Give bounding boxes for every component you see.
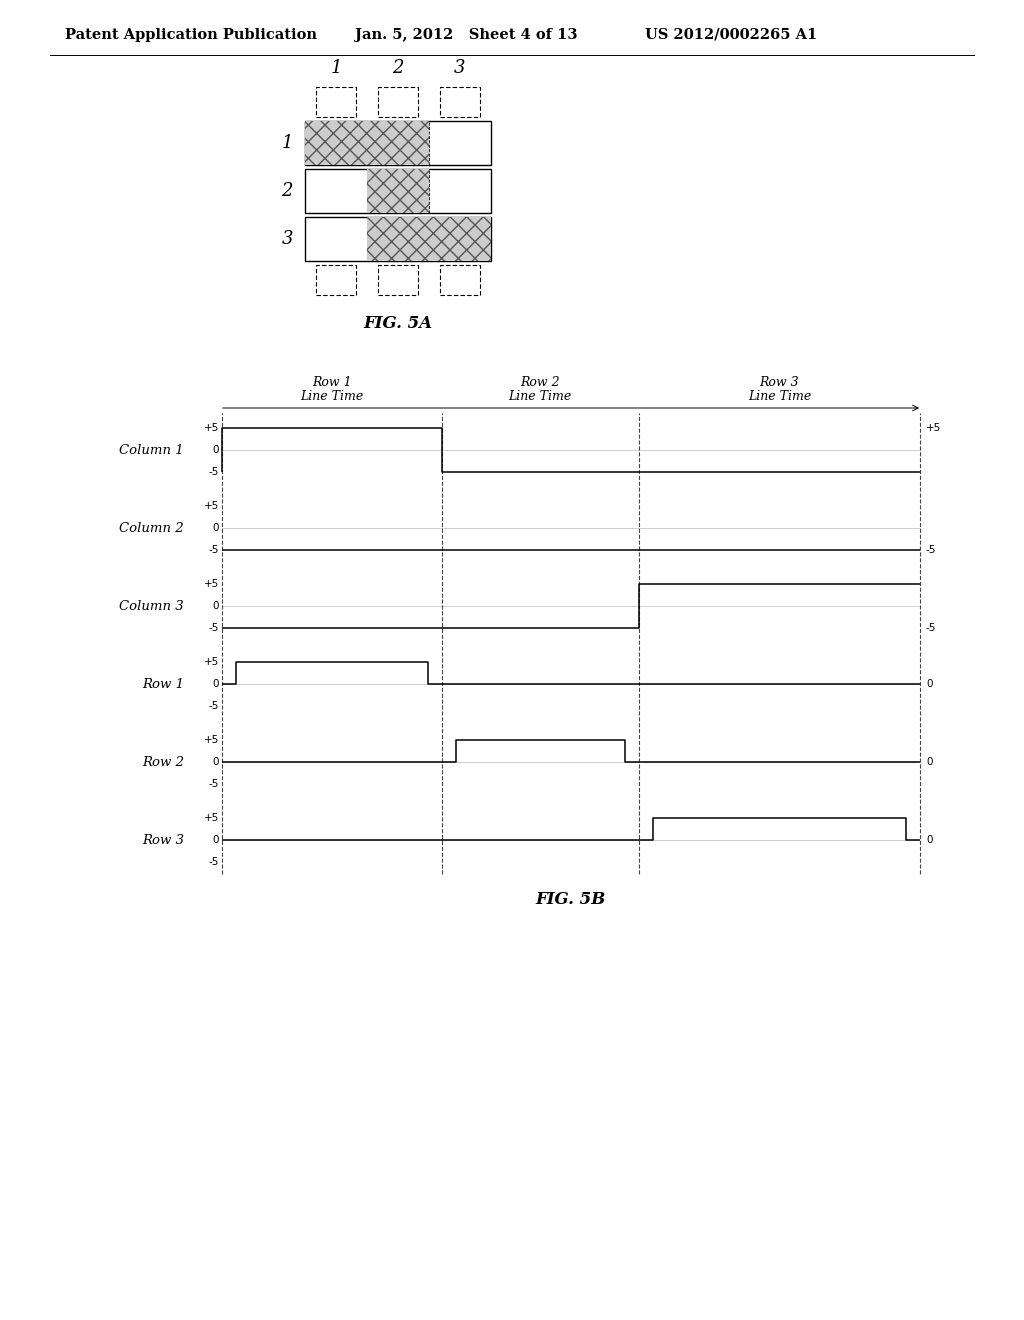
Bar xyxy=(305,216,490,261)
Text: Line Time: Line Time xyxy=(509,391,572,404)
Text: 2: 2 xyxy=(282,182,293,201)
Bar xyxy=(440,87,480,117)
Text: Patent Application Publication: Patent Application Publication xyxy=(65,28,317,42)
Text: 0: 0 xyxy=(213,601,219,611)
Bar xyxy=(440,265,480,294)
Bar xyxy=(305,169,490,213)
Text: +5: +5 xyxy=(204,422,219,433)
Text: 0: 0 xyxy=(926,836,933,845)
Bar xyxy=(429,216,490,261)
Text: 0: 0 xyxy=(213,836,219,845)
Text: -5: -5 xyxy=(209,467,219,477)
Bar xyxy=(367,121,429,165)
Text: +5: +5 xyxy=(204,657,219,667)
Bar xyxy=(378,265,418,294)
Text: 2: 2 xyxy=(392,59,403,77)
Text: US 2012/0002265 A1: US 2012/0002265 A1 xyxy=(645,28,817,42)
Text: Column 3: Column 3 xyxy=(120,599,184,612)
Text: +5: +5 xyxy=(204,502,219,511)
Text: Row 1: Row 1 xyxy=(142,677,184,690)
Text: Row 2: Row 2 xyxy=(142,755,184,768)
Bar xyxy=(305,121,367,165)
Text: -5: -5 xyxy=(926,623,936,634)
Text: -5: -5 xyxy=(209,701,219,711)
Text: -5: -5 xyxy=(209,857,219,867)
Text: -5: -5 xyxy=(209,545,219,554)
Text: 0: 0 xyxy=(926,678,933,689)
Text: 0: 0 xyxy=(213,523,219,533)
Text: +5: +5 xyxy=(204,735,219,744)
Text: 0: 0 xyxy=(213,756,219,767)
Text: 0: 0 xyxy=(926,756,933,767)
Bar xyxy=(367,169,429,213)
Text: 0: 0 xyxy=(213,678,219,689)
Bar xyxy=(378,87,418,117)
Text: +5: +5 xyxy=(204,813,219,822)
Text: -5: -5 xyxy=(209,779,219,789)
Text: +5: +5 xyxy=(926,422,941,433)
Text: -5: -5 xyxy=(926,545,936,554)
Text: 3: 3 xyxy=(282,230,293,248)
Bar xyxy=(367,216,429,261)
Bar xyxy=(316,87,356,117)
Text: Jan. 5, 2012   Sheet 4 of 13: Jan. 5, 2012 Sheet 4 of 13 xyxy=(355,28,578,42)
Text: FIG. 5A: FIG. 5A xyxy=(364,314,432,331)
Text: 1: 1 xyxy=(282,135,293,152)
Text: +5: +5 xyxy=(204,579,219,589)
Text: Column 1: Column 1 xyxy=(120,444,184,457)
Text: Row 3: Row 3 xyxy=(760,376,799,389)
Text: FIG. 5B: FIG. 5B xyxy=(536,891,606,908)
Text: Line Time: Line Time xyxy=(300,391,364,404)
Text: 0: 0 xyxy=(213,445,219,455)
Text: Row 3: Row 3 xyxy=(142,833,184,846)
Text: -5: -5 xyxy=(209,623,219,634)
Text: 3: 3 xyxy=(455,59,466,77)
Text: Column 2: Column 2 xyxy=(120,521,184,535)
Bar xyxy=(305,121,490,165)
Text: Line Time: Line Time xyxy=(748,391,811,404)
Text: 1: 1 xyxy=(331,59,342,77)
Text: Row 2: Row 2 xyxy=(520,376,560,389)
Text: Row 1: Row 1 xyxy=(312,376,352,389)
Bar xyxy=(316,265,356,294)
